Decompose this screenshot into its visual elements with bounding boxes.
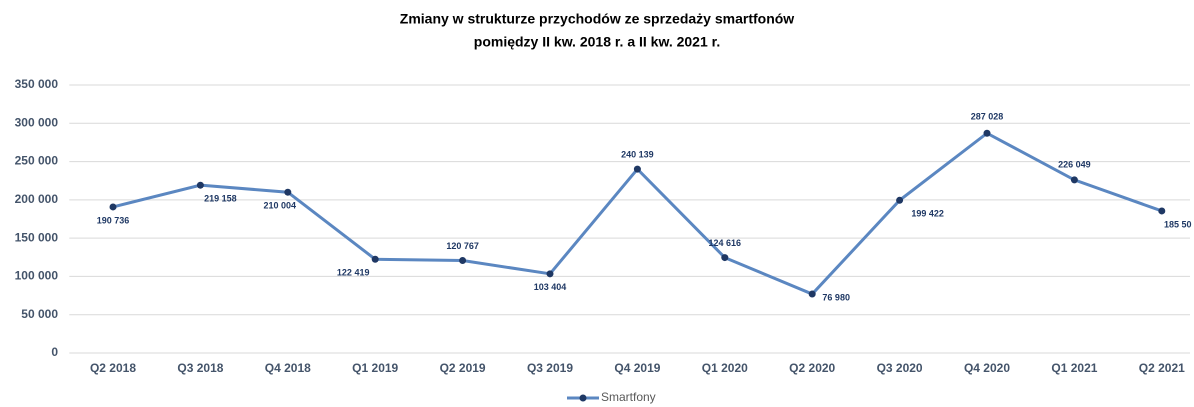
y-tick-label: 50 000 bbox=[21, 307, 58, 321]
marker bbox=[109, 203, 117, 211]
value-label: 287 028 bbox=[971, 112, 1004, 122]
value-label: 240 139 bbox=[621, 149, 654, 159]
marker bbox=[896, 196, 904, 204]
value-label: 185 50 bbox=[1164, 219, 1192, 229]
marker bbox=[459, 257, 467, 265]
y-tick-label: 300 000 bbox=[15, 115, 59, 129]
value-label: 210 004 bbox=[264, 201, 297, 211]
marker bbox=[633, 165, 641, 173]
value-label: 103 404 bbox=[534, 282, 567, 292]
value-label: 219 158 bbox=[204, 194, 237, 204]
value-label: 122 419 bbox=[337, 268, 370, 278]
marker bbox=[1158, 207, 1166, 215]
y-tick-label: 350 000 bbox=[15, 77, 59, 91]
marker bbox=[546, 270, 554, 278]
x-tick-label: Q4 2020 bbox=[964, 361, 1010, 375]
value-label: 190 736 bbox=[97, 215, 130, 225]
value-label: 199 422 bbox=[911, 209, 944, 219]
x-tick-label: Q3 2018 bbox=[177, 361, 223, 375]
value-label: 120 767 bbox=[446, 241, 479, 251]
y-tick-label: 250 000 bbox=[15, 154, 59, 168]
x-tick-label: Q3 2020 bbox=[877, 361, 923, 375]
marker bbox=[1070, 176, 1078, 184]
marker bbox=[196, 181, 204, 189]
x-tick-label: Q1 2020 bbox=[702, 361, 748, 375]
marker bbox=[983, 129, 991, 137]
x-tick-label: Q1 2019 bbox=[352, 361, 398, 375]
y-tick-label: 150 000 bbox=[15, 230, 59, 244]
chart-subtitle: pomiędzy II kw. 2018 r. a II kw. 2021 r. bbox=[474, 34, 720, 50]
marker bbox=[808, 290, 816, 298]
y-tick-label: 200 000 bbox=[15, 192, 59, 206]
y-tick-label: 0 bbox=[51, 345, 58, 359]
marker bbox=[284, 188, 292, 196]
marker bbox=[721, 254, 729, 262]
legend-marker bbox=[579, 394, 587, 402]
x-tick-label: Q4 2018 bbox=[265, 361, 311, 375]
x-tick-label: Q3 2019 bbox=[527, 361, 573, 375]
value-label: 76 980 bbox=[822, 292, 850, 302]
value-label: 226 049 bbox=[1058, 159, 1091, 169]
x-tick-label: Q2 2018 bbox=[90, 361, 136, 375]
x-tick-label: Q1 2021 bbox=[1051, 361, 1097, 375]
value-label: 124 616 bbox=[709, 238, 742, 248]
marker bbox=[371, 255, 379, 263]
x-tick-label: Q2 2020 bbox=[789, 361, 835, 375]
x-tick-label: Q2 2019 bbox=[440, 361, 486, 375]
x-tick-label: Q2 2021 bbox=[1139, 361, 1185, 375]
y-tick-label: 100 000 bbox=[15, 269, 59, 283]
x-tick-label: Q4 2019 bbox=[614, 361, 660, 375]
legend-label: Smartfony bbox=[601, 390, 656, 404]
chart-title: Zmiany w strukturze przychodów ze sprzed… bbox=[400, 11, 795, 27]
